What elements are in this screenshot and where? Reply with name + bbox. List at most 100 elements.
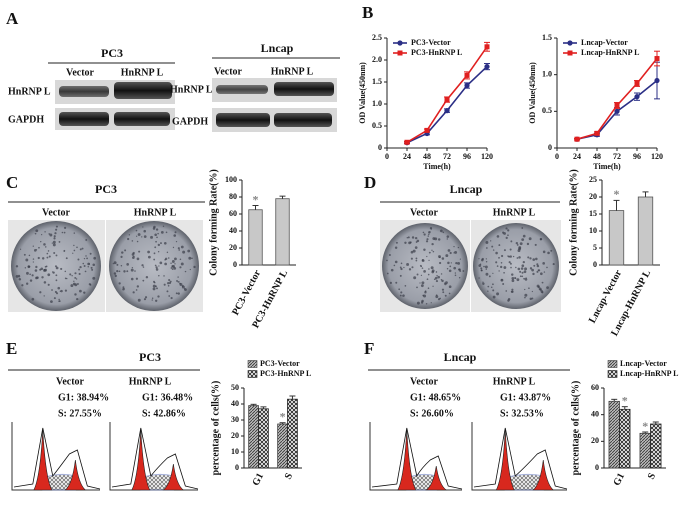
lane-label: HnRNP L xyxy=(493,207,536,218)
bar xyxy=(275,198,290,266)
western-blot xyxy=(55,80,175,130)
colony xyxy=(424,290,427,293)
colony xyxy=(53,251,56,254)
legend-label: PC3-Vector xyxy=(411,38,451,47)
colony xyxy=(72,252,74,254)
y-tick-label: 20 xyxy=(591,436,599,445)
colony xyxy=(459,270,462,273)
x-tick-label: 24 xyxy=(403,152,411,161)
colony xyxy=(507,229,510,232)
colony xyxy=(55,279,58,282)
colony xyxy=(61,231,64,234)
bar xyxy=(248,405,259,469)
colony xyxy=(521,271,524,274)
g2-peak xyxy=(64,459,87,491)
colony xyxy=(71,274,73,277)
colony xyxy=(485,240,489,244)
colony xyxy=(502,231,505,234)
y-axis-label: OD Value(450nm) xyxy=(358,62,367,124)
colony xyxy=(395,241,398,244)
colony xyxy=(541,281,544,284)
x-tick-label: 72 xyxy=(443,152,451,161)
y-tick-label: 15 xyxy=(589,209,597,218)
colony xyxy=(64,270,67,273)
chart: 0 0.5 1.0 1.5 OD Value(450nm) 0 24 48 72 96 120 Tim… xyxy=(528,33,663,171)
colony xyxy=(531,268,534,272)
colony xyxy=(176,279,178,282)
colony xyxy=(157,295,160,298)
colony xyxy=(171,268,174,270)
colony xyxy=(440,229,443,233)
colony xyxy=(485,258,487,260)
colony xyxy=(184,270,187,273)
colony xyxy=(48,255,51,258)
legend-label: Lncap-HnRNP L xyxy=(620,369,678,378)
colony xyxy=(505,290,508,292)
colony xyxy=(421,258,424,262)
colony xyxy=(136,257,140,261)
panel-title: PC3 xyxy=(139,350,161,364)
colony xyxy=(529,297,533,301)
colony xyxy=(32,261,34,263)
colony xyxy=(447,261,450,265)
colony xyxy=(485,268,487,270)
chart: 0 20 40 60 percentage of cells(%) G1 * S * Lncap-… xyxy=(570,359,678,488)
row-label: HnRNP L xyxy=(170,84,213,95)
colony xyxy=(136,285,140,288)
colony xyxy=(442,231,445,234)
colony xyxy=(419,282,421,284)
colony xyxy=(482,282,485,285)
colony xyxy=(517,249,521,253)
colony xyxy=(422,231,425,234)
colony xyxy=(536,270,539,273)
colony xyxy=(404,241,407,244)
colony xyxy=(485,261,488,263)
row-label: GAPDH xyxy=(172,116,208,127)
colony xyxy=(480,267,483,270)
colony xyxy=(512,255,515,258)
cycle-stat: S: 32.53% xyxy=(500,408,544,419)
colony xyxy=(76,297,79,301)
colony xyxy=(116,263,119,266)
colony xyxy=(415,241,418,243)
colony xyxy=(52,240,56,244)
x-tick-label: S xyxy=(646,471,659,481)
colony xyxy=(541,291,544,294)
colony xyxy=(496,265,499,267)
colony xyxy=(46,252,49,255)
colony xyxy=(435,294,438,297)
colony xyxy=(487,290,489,292)
colony xyxy=(168,295,171,297)
colony xyxy=(152,280,156,283)
marker xyxy=(444,97,450,103)
lane-label: Vector xyxy=(410,376,439,387)
colony xyxy=(77,258,80,261)
colony xyxy=(70,284,74,287)
colony xyxy=(386,259,388,262)
colony xyxy=(462,270,465,272)
colony xyxy=(44,265,47,268)
colony xyxy=(28,254,31,257)
y-tick-label: 5 xyxy=(593,243,597,252)
legend-swatch xyxy=(607,360,618,368)
colony xyxy=(478,277,480,279)
colony xyxy=(491,245,494,248)
colony xyxy=(523,277,526,280)
colony xyxy=(152,284,156,288)
colony xyxy=(422,294,425,297)
flow-histogram xyxy=(11,422,101,491)
chart: 0 10 20 30 40 50 percentage of cells(%) G1 S * PC3… xyxy=(210,359,311,488)
colony xyxy=(431,242,434,246)
colony xyxy=(21,284,24,287)
legend-label: Lncap-HnRNP L xyxy=(581,48,639,57)
colony xyxy=(181,285,185,289)
colony xyxy=(500,262,503,264)
colony xyxy=(505,236,508,240)
colony xyxy=(386,272,389,275)
colony xyxy=(413,276,417,280)
colony xyxy=(160,231,164,234)
lane-label: Vector xyxy=(56,376,85,387)
colony xyxy=(136,235,138,237)
y-tick-label: 0 xyxy=(378,143,382,152)
x-tick-label: G1 xyxy=(250,471,266,487)
